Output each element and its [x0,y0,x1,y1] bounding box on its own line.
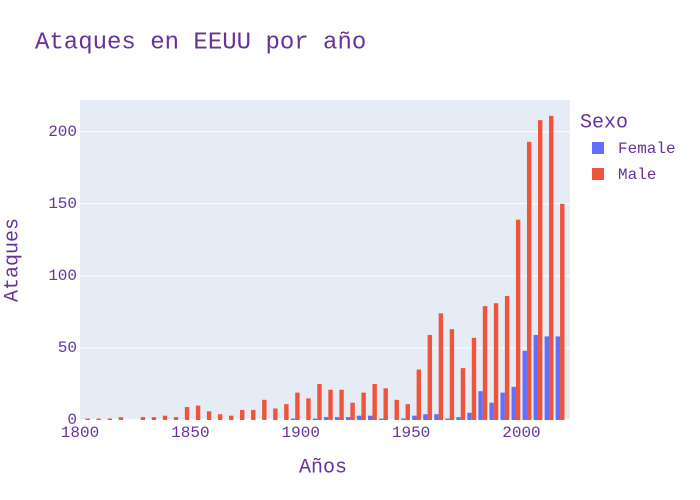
bar [522,350,527,420]
bar [345,417,351,420]
bar [339,389,344,420]
bar [456,417,461,420]
bar [357,415,362,420]
bar [118,417,124,420]
bar [228,415,234,420]
bar [372,383,377,420]
bar [555,336,561,420]
bar [162,415,168,420]
bar [173,417,179,420]
bar [504,296,510,420]
bar [151,417,157,420]
bar [515,219,521,420]
x-tick-label: 1850 [171,424,209,442]
bar [394,399,399,420]
bar [493,303,499,420]
bar [361,392,366,420]
bar [306,398,311,420]
bar [405,404,410,420]
bar [85,418,90,420]
bar [478,391,483,420]
bar [544,336,550,420]
bar [184,407,190,420]
bar [467,412,472,420]
bar [412,415,417,420]
bar [350,402,355,420]
legend-label: Male [618,166,656,184]
bar [460,368,466,420]
legend-label: Female [618,140,676,158]
bar [217,414,223,420]
legend-swatch [592,142,604,154]
bar [489,402,494,420]
chart-title: Ataques en EEUU por año [35,29,366,56]
bar [423,414,428,420]
bar [107,418,113,420]
x-tick-label: 1800 [61,424,99,442]
bar [334,417,340,420]
x-axis-label: Años [299,456,347,479]
bar [434,414,439,420]
x-tick-label: 2000 [502,424,540,442]
bar [427,334,433,420]
bar [328,389,333,420]
bar [549,115,554,420]
bar [262,399,267,420]
bar [482,306,488,420]
bar [500,392,505,420]
y-tick-label: 200 [48,123,77,141]
y-tick-label: 0 [67,411,77,429]
x-tick-label: 1950 [392,424,430,442]
bar [251,409,256,420]
bar [295,392,300,420]
y-tick-label: 100 [48,267,77,285]
bar [240,409,245,420]
bar [206,411,212,420]
bar [511,386,516,420]
bar [368,415,373,420]
bar [140,417,146,420]
legend-title: Sexo [580,111,628,134]
bar [526,141,532,420]
bar [449,329,455,420]
bar [273,408,278,420]
bar [379,418,384,420]
bar [195,405,201,420]
bar [401,418,406,420]
bar [96,418,101,420]
bar [383,388,388,420]
x-tick-label: 1900 [282,424,320,442]
bar [438,313,444,420]
y-axis-label: Ataques [1,218,24,302]
bar [290,418,296,420]
y-tick-label: 150 [48,195,77,213]
bar [284,404,289,420]
bar [312,418,318,420]
bar [560,203,565,420]
bar [471,337,477,420]
legend-swatch [592,168,604,180]
bar [445,418,450,420]
bar [323,417,329,420]
bar [533,334,538,420]
bar [317,383,322,420]
y-tick-label: 50 [58,339,77,357]
bar [537,120,543,421]
bar [416,369,422,420]
plot-area [80,100,570,420]
